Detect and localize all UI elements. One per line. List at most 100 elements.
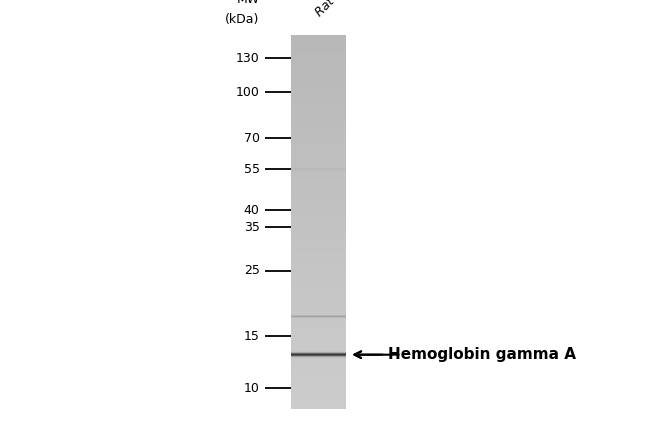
Bar (291, 261, 346, 262)
Bar (291, 368, 346, 370)
Text: Hemoglobin gamma A: Hemoglobin gamma A (388, 347, 577, 362)
Bar (291, 338, 346, 340)
Bar (291, 74, 346, 76)
Bar (291, 211, 346, 213)
Bar (291, 53, 346, 54)
Bar (291, 164, 346, 165)
Bar (291, 129, 346, 130)
Bar (291, 80, 346, 82)
Bar (291, 212, 346, 214)
Bar (291, 222, 346, 224)
Bar (291, 251, 346, 252)
Bar (291, 364, 346, 366)
Bar (291, 131, 346, 133)
Bar (291, 192, 346, 194)
Bar (291, 325, 346, 327)
Bar (291, 154, 346, 155)
Bar (291, 359, 346, 361)
Bar (291, 177, 346, 179)
Bar (291, 184, 346, 185)
Bar (291, 180, 346, 181)
Bar (291, 278, 346, 280)
Bar (291, 79, 346, 81)
Bar (291, 136, 346, 138)
Bar (291, 228, 346, 230)
Bar (291, 69, 346, 71)
Bar (291, 140, 346, 142)
Bar (291, 247, 346, 249)
Bar (291, 118, 346, 119)
Bar (291, 186, 346, 188)
Bar (291, 232, 346, 234)
Bar (291, 394, 346, 396)
Bar (291, 399, 346, 400)
Bar (291, 202, 346, 204)
Bar (291, 376, 346, 378)
Bar (291, 103, 346, 104)
Bar (291, 265, 346, 266)
Bar (291, 405, 346, 407)
Bar (291, 281, 346, 282)
Bar (291, 306, 346, 307)
Bar (291, 90, 346, 92)
Bar (291, 57, 346, 58)
Bar (291, 408, 346, 409)
Bar (291, 221, 346, 222)
Bar (291, 312, 346, 314)
Bar (291, 124, 346, 125)
Text: (kDa): (kDa) (226, 13, 260, 26)
Bar (291, 337, 346, 338)
Bar (291, 379, 346, 381)
Bar (291, 149, 346, 150)
Bar (291, 203, 346, 205)
Bar (291, 360, 346, 362)
Bar (291, 297, 346, 298)
Bar (291, 289, 346, 291)
Text: 15: 15 (244, 330, 260, 343)
Bar (291, 236, 346, 238)
Bar (291, 268, 346, 270)
Bar (291, 313, 346, 315)
Bar (291, 258, 346, 260)
Bar (291, 38, 346, 40)
Bar (291, 371, 346, 372)
Bar (291, 182, 346, 184)
Bar (291, 94, 346, 96)
Bar (291, 384, 346, 386)
Bar (291, 150, 346, 151)
Bar (291, 332, 346, 333)
Bar (291, 287, 346, 289)
Bar (291, 168, 346, 169)
Bar (291, 68, 346, 70)
Bar (291, 49, 346, 51)
Bar (291, 401, 346, 403)
Bar (291, 373, 346, 374)
Bar (291, 196, 346, 197)
Bar (291, 170, 346, 172)
Bar (291, 288, 346, 290)
Bar (291, 369, 346, 371)
Bar (291, 155, 346, 157)
Bar (291, 223, 346, 225)
Bar (291, 75, 346, 77)
Bar (291, 93, 346, 95)
Bar (291, 307, 346, 308)
Bar (291, 321, 346, 322)
Bar (291, 89, 346, 91)
Bar (291, 195, 346, 197)
Bar (291, 300, 346, 302)
Bar (291, 327, 346, 328)
Bar (291, 122, 346, 123)
Bar (291, 383, 346, 384)
Bar (291, 191, 346, 193)
Bar (291, 109, 346, 111)
Bar (291, 95, 346, 97)
Bar (291, 47, 346, 48)
Bar (291, 341, 346, 342)
Bar (291, 277, 346, 279)
Bar (291, 219, 346, 220)
Bar (291, 245, 346, 246)
Bar (291, 404, 346, 406)
Bar (291, 108, 346, 109)
Bar (291, 298, 346, 300)
